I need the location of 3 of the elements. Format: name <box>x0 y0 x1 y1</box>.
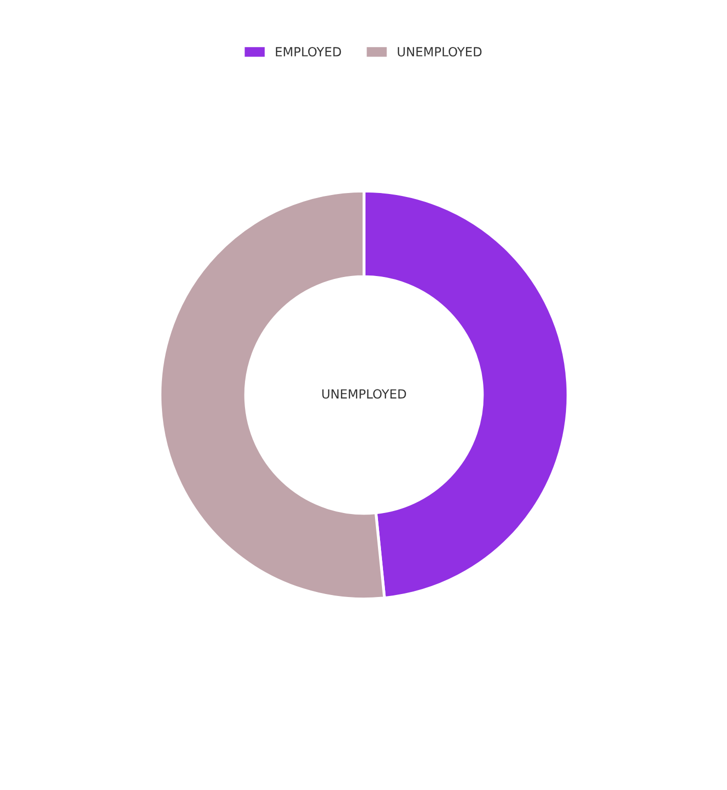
text: UNEMPLOYED <box>322 389 406 399</box>
legend-label: EMPLOYED <box>276 47 342 56</box>
legend-label: UNEMPLOYED <box>398 47 482 56</box>
